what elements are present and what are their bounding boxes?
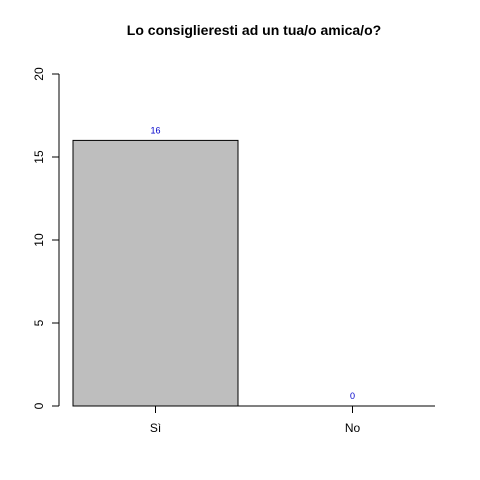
- data-label: 0: [350, 391, 355, 401]
- y-tick-label: 10: [32, 233, 46, 247]
- x-tick-label: Sì: [150, 421, 161, 435]
- data-label: 16: [150, 125, 160, 135]
- y-tick-label: 0: [32, 402, 46, 409]
- x-tick-label: No: [345, 421, 361, 435]
- x-axis: Sì No: [73, 405, 435, 435]
- y-tick-label: 5: [32, 319, 46, 326]
- bar: [72, 139, 239, 407]
- y-tick-label: 20: [32, 67, 46, 81]
- chart-title: Lo consiglieresti ad un tua/o amica/o?: [127, 22, 381, 38]
- data-labels: 16 0: [150, 125, 355, 401]
- y-tick-label: 15: [32, 150, 46, 164]
- y-axis: 0 5 10 15 20: [32, 67, 60, 409]
- bars: [72, 139, 239, 407]
